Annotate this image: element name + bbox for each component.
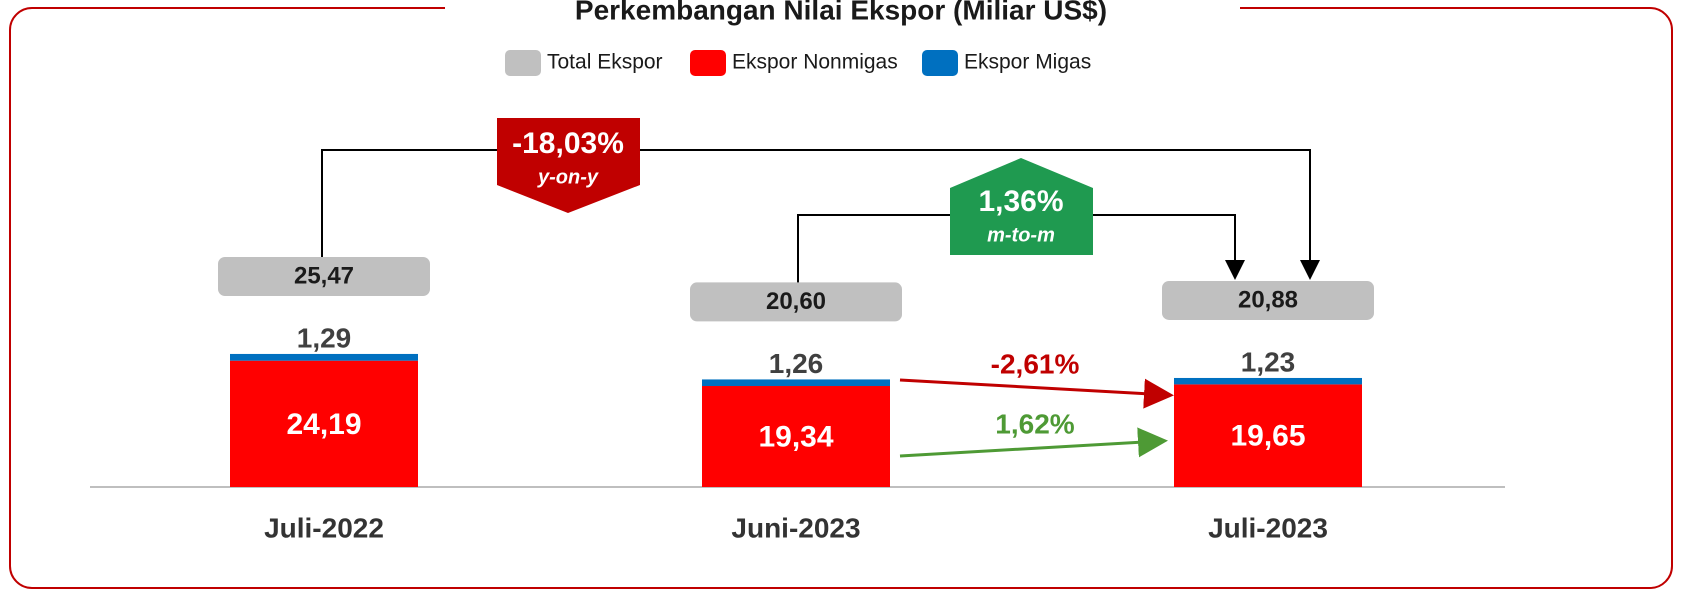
legend-label: Ekspor Migas	[964, 51, 1091, 74]
category-label: Juli-2022	[264, 512, 384, 543]
legend-swatch	[922, 50, 958, 76]
nonmigas-bar	[702, 386, 890, 487]
total-label: 20,60	[766, 288, 826, 315]
nonmigas-label: 19,34	[758, 420, 833, 453]
mtm-badge	[950, 158, 1093, 255]
migas-change-arrow	[899, 378, 1174, 409]
yoy-badge	[497, 118, 640, 213]
legend-swatch	[505, 50, 541, 76]
mtm-label: m-to-m	[987, 224, 1055, 246]
migas-label: 1,29	[297, 322, 352, 353]
nonmigas-label: 24,19	[286, 408, 361, 441]
title-gap	[445, 0, 1240, 24]
nonmigas-change-arrow	[899, 427, 1168, 458]
total-box	[690, 282, 902, 322]
migas-bar	[230, 353, 418, 361]
total-label: 25,47	[294, 262, 354, 289]
yoy-value: -18,03%	[512, 127, 624, 160]
mtm-value: 1,36%	[978, 185, 1063, 218]
total-box	[218, 257, 430, 296]
nonmigas-label: 19,65	[1230, 420, 1305, 453]
total-label: 20,88	[1238, 286, 1298, 313]
legend-label: Ekspor Nonmigas	[732, 51, 898, 74]
category-label: Juni-2023	[731, 512, 860, 543]
legend-swatch	[690, 50, 726, 76]
nonmigas-bar	[1174, 384, 1362, 487]
yoy-label: y-on-y	[537, 166, 599, 188]
legend-label: Total Ekspor	[547, 51, 663, 74]
migas-label: 1,23	[1241, 346, 1296, 377]
category-label: Juli-2023	[1208, 512, 1328, 543]
migas-bar	[1174, 377, 1362, 385]
migas-label: 1,26	[769, 348, 824, 379]
nonmigas-bar	[230, 360, 418, 487]
chart-title: Perkembangan Nilai Ekspor (Miliar US$)	[575, 0, 1107, 25]
nonmigas-change: 1,62%	[995, 408, 1074, 439]
yoy-bracket	[321, 149, 1320, 280]
total-box	[1162, 280, 1374, 320]
migas-bar	[702, 379, 890, 387]
migas-change: -2,61%	[991, 348, 1080, 379]
